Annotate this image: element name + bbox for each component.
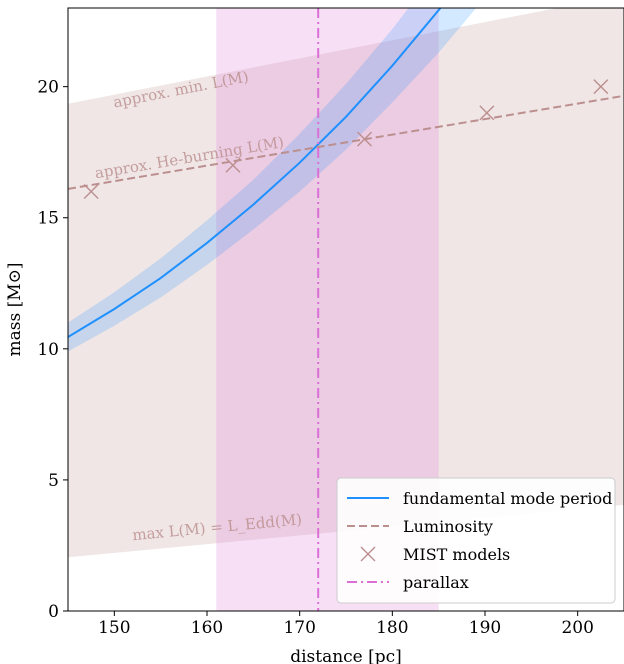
luminosity-line bbox=[68, 94, 624, 190]
legend-mist-label: MIST models bbox=[403, 545, 510, 564]
luminosity-band bbox=[68, 8, 624, 558]
plot-frame bbox=[67, 7, 624, 612]
legend-box bbox=[336, 477, 616, 604]
y-tick-label: 5 bbox=[48, 471, 59, 491]
x-axis-label: distance [pc] bbox=[290, 647, 402, 664]
x-tick-label: 150 bbox=[98, 618, 130, 638]
legend-fundamental-label: fundamental mode period bbox=[403, 489, 612, 508]
y-tick-label: 15 bbox=[37, 209, 59, 229]
x-tick-label: 190 bbox=[469, 618, 501, 638]
y-tick-label: 0 bbox=[48, 602, 59, 622]
x-tick-label: 170 bbox=[283, 618, 315, 638]
mist-marker bbox=[357, 131, 373, 147]
x-tick-label: 200 bbox=[561, 618, 593, 638]
y-axis-label: mass [M⊙] bbox=[5, 262, 25, 356]
y-tick-label: 20 bbox=[37, 78, 59, 98]
legend-parallax-label: parallax bbox=[403, 573, 469, 592]
mist-marker bbox=[479, 105, 495, 121]
x-tick-label: 160 bbox=[191, 618, 223, 638]
x-tick-label: 180 bbox=[376, 618, 408, 638]
legend-mist-handle bbox=[360, 546, 376, 562]
y-tick-label: 10 bbox=[37, 340, 59, 360]
mist-marker bbox=[83, 184, 99, 200]
legend: fundamental mode period Luminosity MIST mo… bbox=[336, 477, 616, 604]
mist-marker bbox=[225, 157, 241, 173]
mist-marker bbox=[593, 79, 609, 95]
fundamental-mode-line bbox=[68, 8, 442, 338]
fundamental-band bbox=[68, 8, 477, 352]
legend-luminosity-label: Luminosity bbox=[403, 517, 493, 536]
